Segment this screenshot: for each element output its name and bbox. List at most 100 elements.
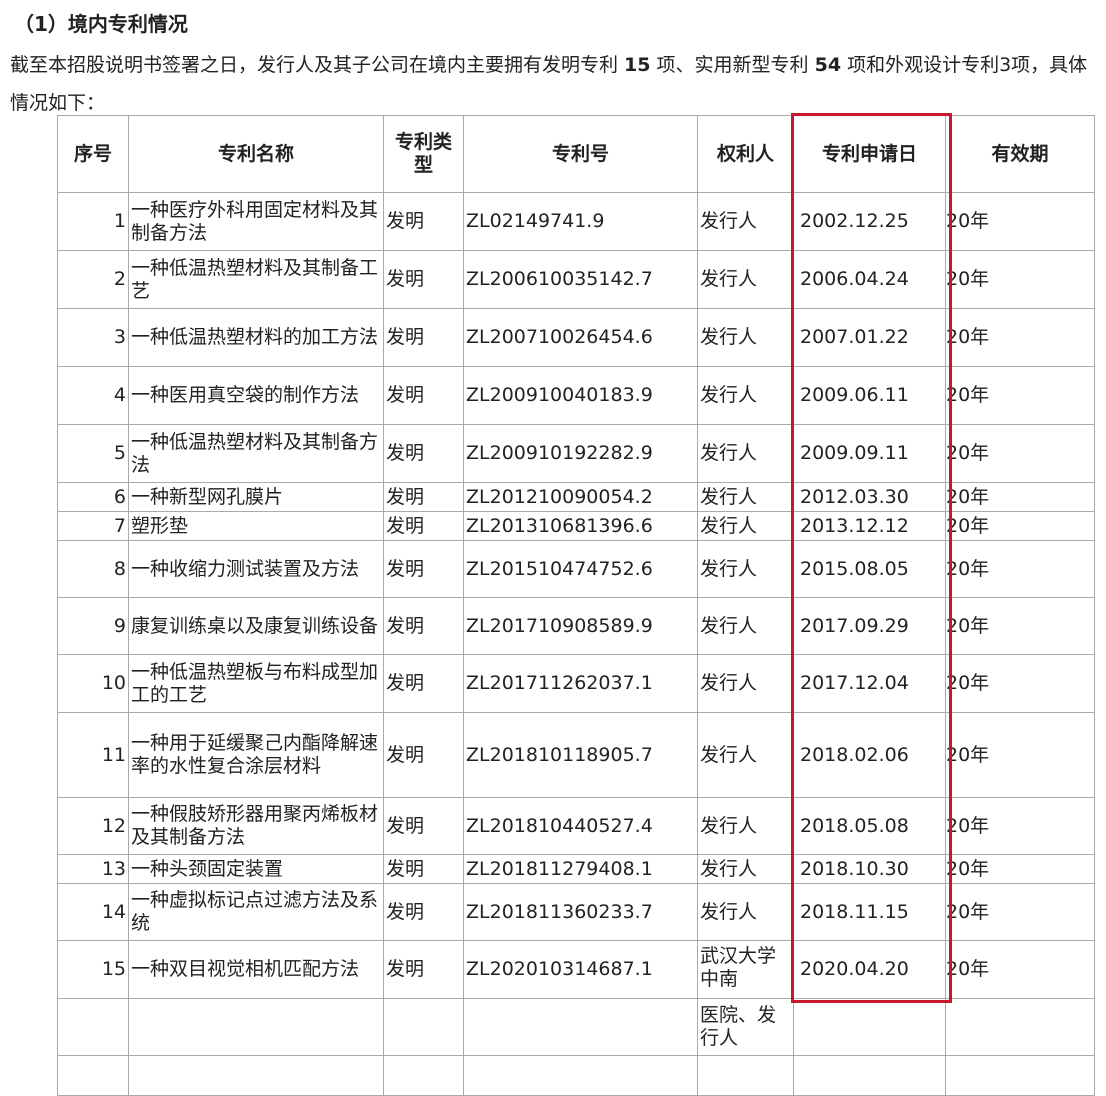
cell-type: 发明 <box>383 940 464 999</box>
table-row <box>57 1055 1095 1096</box>
cell-type: 发明 <box>383 654 464 713</box>
table-row: 11 一种用于延缓聚己内酯降解速率的水性复合涂层材料 发明 ZL20181011890… <box>57 712 1095 798</box>
cell-type: 发明 <box>383 540 464 598</box>
cell-date: 2009.09.11 <box>793 424 946 483</box>
header-date: 专利申请日 <box>793 115 946 193</box>
cell-owner: 发行人 <box>697 654 794 713</box>
cell-type: 发明 <box>383 511 464 541</box>
cell-owner: 发行人 <box>697 250 794 309</box>
cell-no: 1 <box>57 192 129 251</box>
cell-empty <box>793 1055 946 1096</box>
cell-no: 14 <box>57 883 129 941</box>
cell-name: 一种低温热塑材料及其制备方法 <box>128 424 384 483</box>
cell-term: 20年 <box>945 940 1095 999</box>
cell-owner: 武汉大学中南 <box>697 940 794 999</box>
cell-patent: ZL201811360233.7 <box>463 883 698 941</box>
cell-empty <box>463 998 698 1056</box>
cell-owner: 发行人 <box>697 366 794 425</box>
cell-name: 一种收缩力测试装置及方法 <box>128 540 384 598</box>
cell-no: 12 <box>57 797 129 855</box>
cell-empty <box>57 1055 129 1096</box>
cell-no: 7 <box>57 511 129 541</box>
table-row: 12 一种假肢矫形器用聚丙烯板材及其制备方法 发明 ZL201810440527.4 发… <box>57 797 1095 855</box>
table-row: 4 一种医用真空袋的制作方法 发明 ZL200910040183.9 发行人 2009.0… <box>57 366 1095 425</box>
cell-type: 发明 <box>383 424 464 483</box>
cell-date: 2020.04.20 <box>793 940 946 999</box>
cell-type: 发明 <box>383 797 464 855</box>
cell-date: 2012.03.30 <box>793 482 946 512</box>
header-patent: 专利号 <box>463 115 698 193</box>
cell-term: 20年 <box>945 424 1095 483</box>
cell-no: 5 <box>57 424 129 483</box>
table-row: 医院、发行人 <box>57 998 1095 1056</box>
cell-term: 20年 <box>945 482 1095 512</box>
cell-term: 20年 <box>945 597 1095 655</box>
patent-table: 序号 专利名称 专利类型 专利号 权利人 专利申请日 有效期 1 一种医疗外科用固… <box>57 115 1095 1096</box>
cell-owner: 发行人 <box>697 597 794 655</box>
cell-no: 13 <box>57 854 129 884</box>
cell-no: 11 <box>57 712 129 798</box>
cell-owner: 发行人 <box>697 797 794 855</box>
cell-name: 一种虚拟标记点过滤方法及系统 <box>128 883 384 941</box>
cell-patent: ZL201310681396.6 <box>463 511 698 541</box>
cell-empty <box>945 998 1095 1056</box>
cell-name: 一种头颈固定装置 <box>128 854 384 884</box>
highlight-box <box>791 113 952 1003</box>
header-name: 专利名称 <box>128 115 384 193</box>
cell-type: 发明 <box>383 250 464 309</box>
cell-owner: 发行人 <box>697 540 794 598</box>
cell-patent: ZL201210090054.2 <box>463 482 698 512</box>
cell-term: 20年 <box>945 250 1095 309</box>
cell-no: 10 <box>57 654 129 713</box>
cell-owner-continued: 医院、发行人 <box>697 998 794 1056</box>
cell-term: 20年 <box>945 511 1095 541</box>
cell-patent: ZL201811279408.1 <box>463 854 698 884</box>
cell-no: 8 <box>57 540 129 598</box>
cell-date: 2018.11.15 <box>793 883 946 941</box>
cell-patent: ZL02149741.9 <box>463 192 698 251</box>
cell-patent: ZL200910192282.9 <box>463 424 698 483</box>
table-row: 8 一种收缩力测试装置及方法 发明 ZL201510474752.6 发行人 2015.0… <box>57 540 1095 598</box>
cell-patent: ZL201810440527.4 <box>463 797 698 855</box>
table-header: 序号 专利名称 专利类型 专利号 权利人 专利申请日 有效期 <box>57 115 1095 193</box>
cell-no: 2 <box>57 250 129 309</box>
cell-owner: 发行人 <box>697 482 794 512</box>
cell-name: 一种医疗外科用固定材料及其制备方法 <box>128 192 384 251</box>
cell-name: 一种医用真空袋的制作方法 <box>128 366 384 425</box>
cell-name: 塑形垫 <box>128 511 384 541</box>
header-term: 有效期 <box>945 115 1095 193</box>
cell-type: 发明 <box>383 883 464 941</box>
cell-term: 20年 <box>945 883 1095 941</box>
cell-name: 一种双目视觉相机匹配方法 <box>128 940 384 999</box>
cell-no: 6 <box>57 482 129 512</box>
cell-empty <box>383 1055 464 1096</box>
table-row: 2 一种低温热塑材料及其制备工艺 发明 ZL200610035142.7 发行人 2006… <box>57 250 1095 309</box>
table-row: 15 一种双目视觉相机匹配方法 发明 ZL202010314687.1 武汉大学中南 20… <box>57 940 1095 999</box>
cell-no: 3 <box>57 308 129 367</box>
cell-name: 康复训练桌以及康复训练设备 <box>128 597 384 655</box>
cell-empty <box>57 998 129 1056</box>
cell-date: 2017.09.29 <box>793 597 946 655</box>
cell-name: 一种低温热塑材料及其制备工艺 <box>128 250 384 309</box>
cell-empty <box>463 1055 698 1096</box>
cell-term: 20年 <box>945 854 1095 884</box>
cell-name: 一种新型网孔膜片 <box>128 482 384 512</box>
cell-patent: ZL201711262037.1 <box>463 654 698 713</box>
cell-owner: 发行人 <box>697 712 794 798</box>
cell-patent: ZL201510474752.6 <box>463 540 698 598</box>
cell-term: 20年 <box>945 797 1095 855</box>
cell-type: 发明 <box>383 854 464 884</box>
cell-owner: 发行人 <box>697 511 794 541</box>
cell-name: 一种低温热塑板与布料成型加工的工艺 <box>128 654 384 713</box>
cell-owner: 发行人 <box>697 424 794 483</box>
header-type: 专利类型 <box>383 115 464 193</box>
table-row: 6 一种新型网孔膜片 发明 ZL201210090054.2 发行人 2012.03.30… <box>57 482 1095 512</box>
cell-owner: 发行人 <box>697 854 794 884</box>
cell-patent: ZL202010314687.1 <box>463 940 698 999</box>
intro-paragraph: 截至本招股说明书签署之日，发行人及其子公司在境内主要拥有发明专利 15 项、实用… <box>10 54 1088 114</box>
section-title: （1）境内专利情况 <box>14 12 188 36</box>
cell-date: 2013.12.12 <box>793 511 946 541</box>
cell-empty <box>128 998 384 1056</box>
cell-owner: 发行人 <box>697 883 794 941</box>
cell-term: 20年 <box>945 192 1095 251</box>
